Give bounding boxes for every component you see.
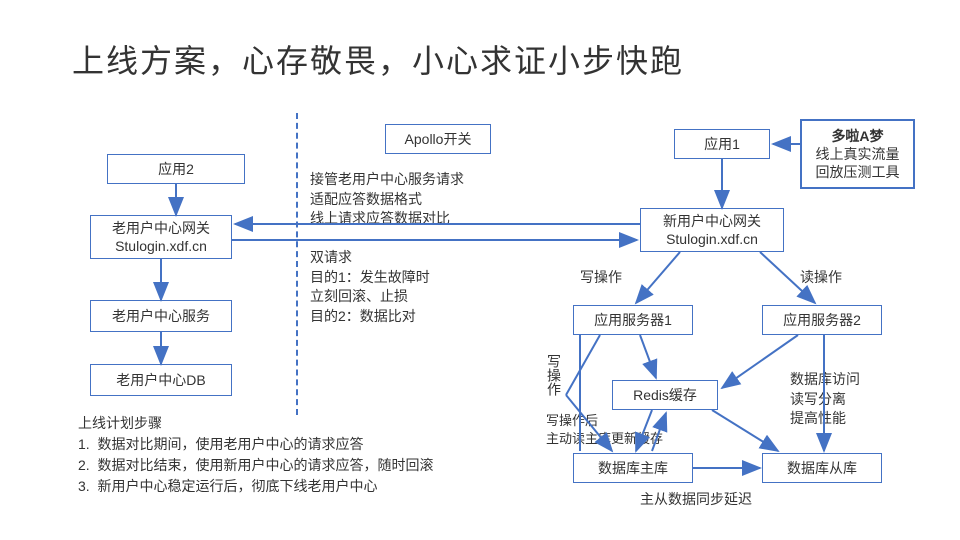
steps-block: 上线计划步骤 1. 数据对比期间，使用老用户中心的请求应答 2. 数据对比结束，… <box>78 414 433 497</box>
node-label: 老用户中心DB <box>116 371 205 389</box>
line: 适配应答数据格式 <box>310 190 464 210</box>
annot-db-note: 数据库访问 读写分离 提高性能 <box>790 370 860 429</box>
line: 目的2：数据比对 <box>310 307 430 327</box>
node-label-line2: Stulogin.xdf.cn <box>115 237 207 255</box>
node-old-gateway: 老用户中心网关 Stulogin.xdf.cn <box>90 215 232 259</box>
steps-title: 上线计划步骤 <box>78 414 433 434</box>
node-app1: 应用1 <box>674 129 770 159</box>
node-label: 数据库从库 <box>787 459 857 477</box>
node-label-line2: Stulogin.xdf.cn <box>666 230 758 248</box>
line: 接管老用户中心服务请求 <box>310 170 464 190</box>
node-label: 应用服务器2 <box>783 311 861 329</box>
annot-dual: 双请求 目的1：发生故障时 立刻回滚、止损 目的2：数据比对 <box>310 248 430 326</box>
node-old-service: 老用户中心服务 <box>90 300 232 332</box>
annot-write-vertical: 写操作 <box>544 354 564 396</box>
node-label: 应用2 <box>158 160 194 178</box>
node-new-gateway: 新用户中心网关 Stulogin.xdf.cn <box>640 208 784 252</box>
annot-cache: 写操作后 主动读主库更新缓存 <box>546 412 663 448</box>
node-old-db: 老用户中心DB <box>90 364 232 396</box>
step-item: 1. 数据对比期间，使用老用户中心的请求应答 <box>78 434 433 455</box>
node-label-line1: 老用户中心网关 <box>112 219 210 237</box>
node-label: 老用户中心服务 <box>112 307 210 325</box>
annot-write: 写操作 <box>580 268 622 288</box>
line: 立刻回滚、止损 <box>310 287 430 307</box>
annot-read: 读操作 <box>800 268 842 288</box>
step-item: 3. 新用户中心稳定运行后，彻底下线老用户中心 <box>78 476 433 497</box>
line: 数据库访问 <box>790 370 860 390</box>
node-app2: 应用2 <box>107 154 245 184</box>
node-apollo: Apollo开关 <box>385 124 491 154</box>
steps-list: 1. 数据对比期间，使用老用户中心的请求应答 2. 数据对比结束，使用新用户中心… <box>78 434 433 497</box>
line: 读写分离 <box>790 390 860 410</box>
node-label-line1: 新用户中心网关 <box>663 212 761 230</box>
line: 双请求 <box>310 248 430 268</box>
node-label-line2: 回放压测工具 <box>816 163 900 181</box>
node-srv2: 应用服务器2 <box>762 305 882 335</box>
line: 目的1：发生故障时 <box>310 268 430 288</box>
step-item: 2. 数据对比结束，使用新用户中心的请求应答，随时回滚 <box>78 455 433 476</box>
node-doraemon: 多啦A梦 线上真实流量 回放压测工具 <box>800 119 915 189</box>
node-label: 数据库主库 <box>598 459 668 477</box>
node-srv1: 应用服务器1 <box>573 305 693 335</box>
line: 写操作后 <box>546 412 663 430</box>
line: 线上请求应答数据对比 <box>310 209 464 229</box>
line: 主动读主库更新缓存 <box>546 430 663 448</box>
node-db-master: 数据库主库 <box>573 453 693 483</box>
line: 提高性能 <box>790 409 860 429</box>
node-label-title: 多啦A梦 <box>831 127 883 145</box>
page-title: 上线方案，心存敬畏，小心求证小步快跑 <box>72 36 684 82</box>
node-redis: Redis缓存 <box>612 380 718 410</box>
node-db-slave: 数据库从库 <box>762 453 882 483</box>
node-label: Redis缓存 <box>633 386 697 404</box>
node-label: 应用1 <box>704 135 740 153</box>
node-label: 应用服务器1 <box>594 311 672 329</box>
node-label-line1: 线上真实流量 <box>816 145 900 163</box>
annot-sync: 主从数据同步延迟 <box>640 490 752 510</box>
annot-mid-top: 接管老用户中心服务请求 适配应答数据格式 线上请求应答数据对比 <box>310 170 464 229</box>
node-label: Apollo开关 <box>405 130 472 148</box>
divider <box>296 113 298 415</box>
